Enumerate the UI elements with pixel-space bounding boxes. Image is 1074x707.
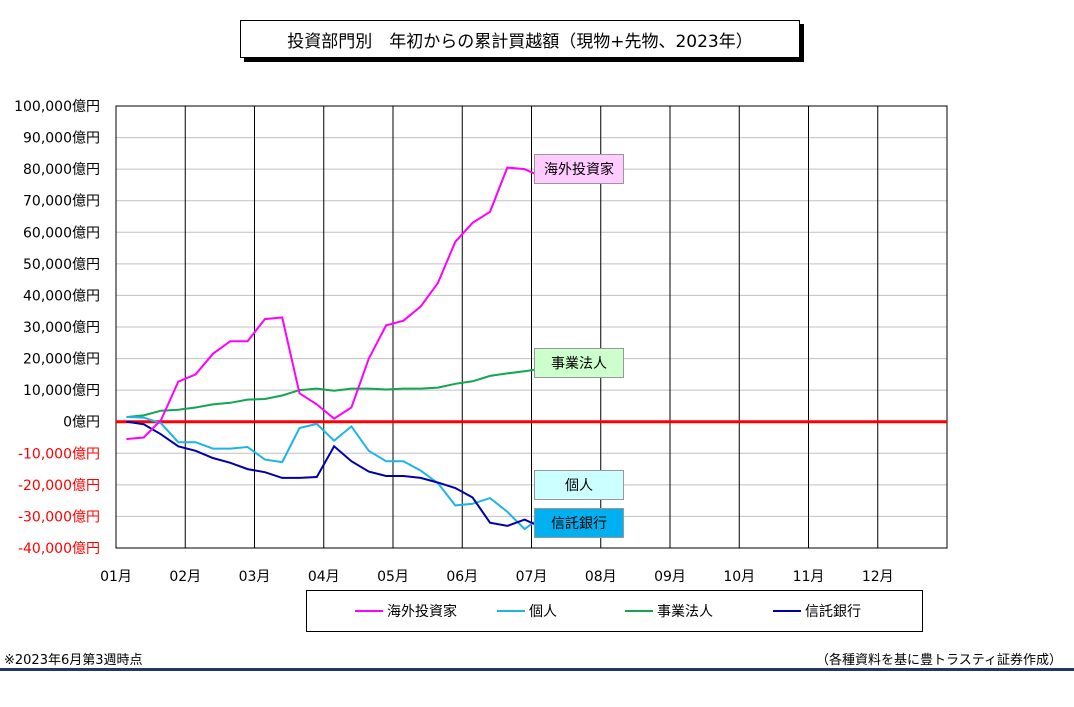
x-tick-label: 06月	[446, 569, 478, 585]
plot-border	[115, 105, 948, 549]
legend-item-overseas: 海外投資家	[355, 591, 457, 631]
y-tick-label: 90,000億円	[23, 131, 100, 147]
chart-title: 投資部門別 年初からの累計買越額（現物+先物、2023年）	[240, 20, 800, 58]
y-tick-label: 80,000億円	[23, 162, 100, 178]
y-tick-label: 40,000億円	[23, 288, 100, 304]
legend-swatch	[497, 610, 525, 612]
chart-legend: 海外投資家 個人 事業法人 信託銀行	[306, 590, 923, 632]
x-tick-label: 11月	[793, 569, 825, 585]
series-line	[126, 367, 543, 418]
series-line	[126, 420, 543, 529]
legend-swatch	[773, 610, 801, 612]
y-tick-label: -40,000億円	[18, 541, 100, 557]
legend-item-trust-banks: 信託銀行	[773, 591, 861, 631]
y-tick-label: 50,000億円	[23, 257, 100, 273]
series-label-individuals: 個人	[534, 470, 624, 500]
series-line	[126, 416, 543, 531]
x-tick-label: 10月	[723, 569, 755, 585]
series-label-overseas: 海外投資家	[534, 154, 624, 184]
x-tick-label: 02月	[169, 569, 201, 585]
series-line	[126, 166, 543, 441]
x-tick-label: 08月	[585, 569, 617, 585]
series-label-trust-banks: 信託銀行	[534, 508, 624, 538]
y-tick-label: 70,000億円	[23, 194, 100, 210]
legend-label: 事業法人	[657, 604, 713, 620]
footnote: ※2023年6月第3週時点	[4, 653, 143, 668]
legend-swatch	[355, 610, 383, 612]
series-label-corporations: 事業法人	[534, 348, 624, 378]
x-tick-label: 05月	[377, 569, 409, 585]
legend-swatch	[625, 610, 653, 612]
legend-item-corporations: 事業法人	[625, 591, 713, 631]
y-tick-label: -30,000億円	[18, 509, 100, 525]
y-tick-label: 100,000億円	[14, 99, 100, 115]
x-tick-label: 12月	[862, 569, 894, 585]
y-tick-label: 60,000億円	[23, 225, 100, 241]
bottom-divider	[0, 668, 1074, 671]
y-tick-label: -20,000億円	[18, 478, 100, 494]
y-tick-label: -10,000億円	[18, 446, 100, 462]
legend-item-individuals: 個人	[497, 591, 557, 631]
x-tick-label: 01月	[100, 569, 132, 585]
y-tick-label: 20,000億円	[23, 352, 100, 368]
y-tick-label: 0億円	[63, 415, 100, 431]
x-tick-label: 04月	[308, 569, 340, 585]
legend-label: 信託銀行	[805, 604, 861, 620]
legend-label: 海外投資家	[387, 604, 457, 620]
source-note: （各種資料を基に豊トラスティ証券作成）	[816, 653, 1062, 668]
x-tick-label: 03月	[239, 569, 271, 585]
x-tick-label: 09月	[654, 569, 686, 585]
y-tick-label: 30,000億円	[23, 320, 100, 336]
legend-label: 個人	[529, 604, 557, 620]
y-tick-label: 10,000億円	[23, 383, 100, 399]
x-tick-label: 07月	[516, 569, 548, 585]
